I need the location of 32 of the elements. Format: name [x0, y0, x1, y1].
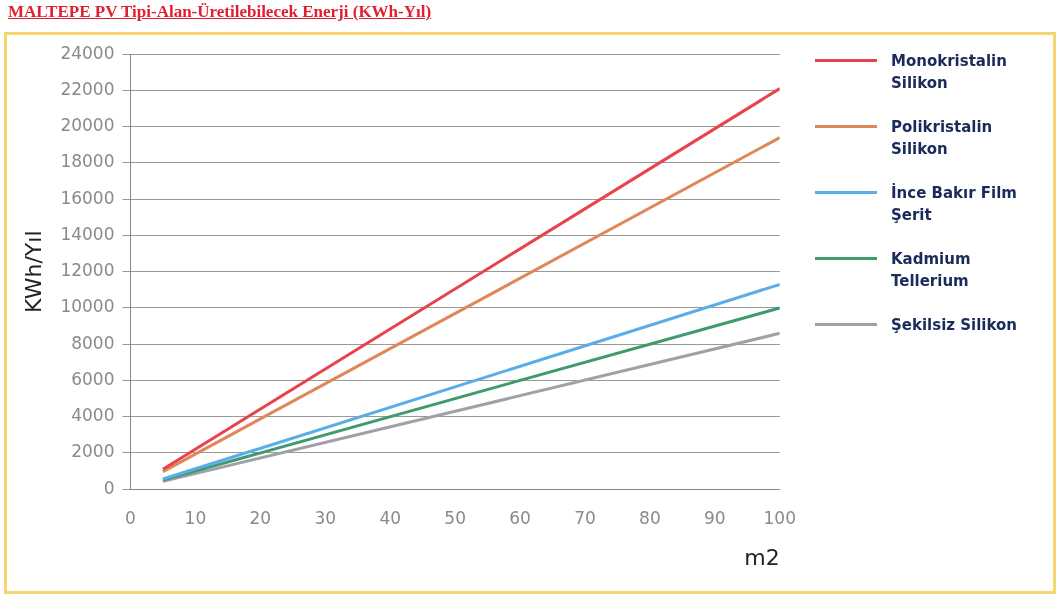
y-tick-label: 16000: [60, 187, 115, 208]
y-tick-label: 8000: [71, 332, 115, 353]
y-tick-label: 14000: [60, 223, 115, 244]
y-tick-label: 0: [103, 477, 115, 498]
legend-label: Monokristalin Silikon: [891, 51, 1008, 94]
x-axis-title: m2: [744, 544, 780, 570]
x-tick-label: 10: [184, 507, 207, 528]
y-tick-label: 12000: [60, 260, 115, 281]
legend-label: Şekilsiz Silikon: [891, 315, 1019, 336]
x-tick-label: 80: [639, 507, 661, 528]
chart-title: MALTEPE PV Tipi-Alan-Üretilebilecek Enerji (KWh-Yıl): [8, 2, 432, 22]
x-tick-label: 70: [574, 507, 596, 528]
y-axis-title: KWh/Yıl: [20, 230, 46, 313]
y-tick-label: 20000: [60, 115, 115, 136]
y-tick-label: 22000: [60, 78, 115, 99]
y-tick-label: 4000: [71, 405, 115, 426]
legend-label: İnce Bakır Film Şerit: [891, 182, 1018, 226]
y-tick-label: 6000: [71, 368, 115, 389]
y-tick-label: 24000: [60, 42, 115, 63]
legend-label: Kadmium Tellerium: [891, 249, 972, 292]
x-tick-label: 40: [379, 507, 402, 528]
x-tick-label: 30: [314, 507, 337, 528]
x-tick-label: 60: [509, 507, 531, 528]
y-tick-label: 18000: [60, 151, 115, 172]
x-tick-label: 90: [704, 507, 726, 528]
y-tick-label: 10000: [60, 296, 115, 317]
legend-label: Polikristalin Silikon: [891, 117, 994, 160]
y-tick-label: 2000: [71, 441, 115, 462]
x-tick-label: 100: [763, 507, 796, 528]
x-tick-label: 0: [125, 507, 136, 528]
x-tick-label: 20: [249, 507, 272, 528]
x-tick-label: 50: [444, 507, 466, 528]
